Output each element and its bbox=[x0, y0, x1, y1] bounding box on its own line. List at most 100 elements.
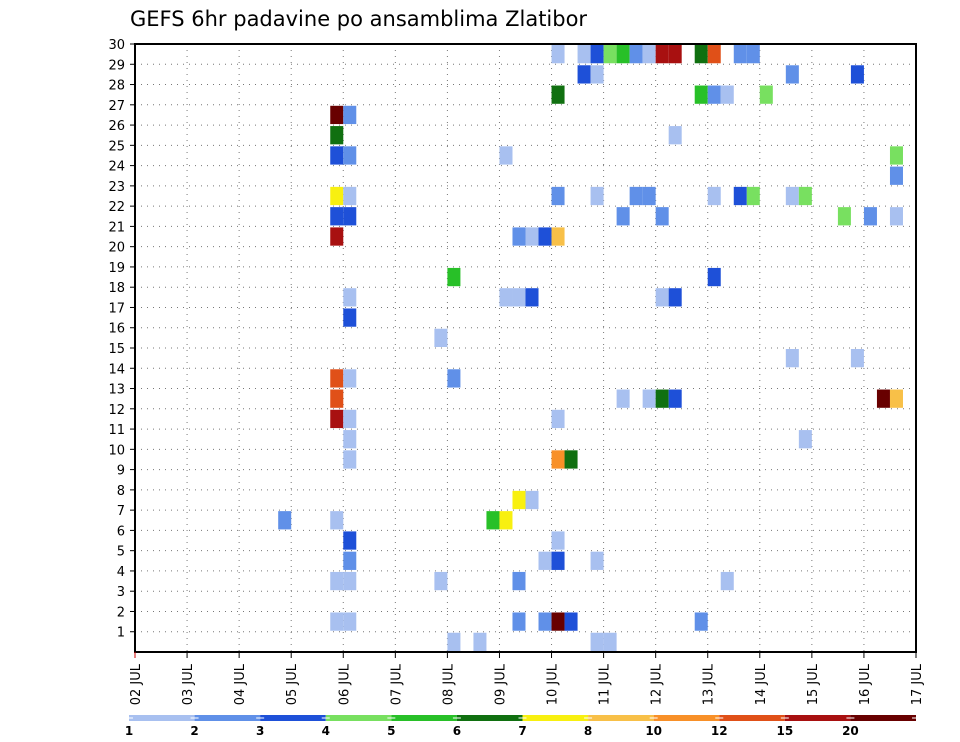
y-tick-label: 24 bbox=[108, 160, 125, 175]
heatmap-cell bbox=[447, 267, 461, 287]
heatmap-cell bbox=[655, 207, 669, 226]
heatmap-cell bbox=[343, 450, 357, 469]
heatmap-cell bbox=[785, 186, 799, 206]
colorbar-label: 5 bbox=[387, 724, 395, 738]
y-tick-label: 18 bbox=[108, 281, 125, 296]
x-tick-label: 16 JUL bbox=[858, 663, 873, 705]
heatmap-cell bbox=[343, 531, 357, 550]
colorbar-label: 6 bbox=[453, 724, 461, 738]
x-tick-label: 04 JUL bbox=[233, 663, 248, 705]
heatmap-cell bbox=[564, 450, 578, 469]
y-tick-label: 15 bbox=[108, 342, 125, 357]
heatmap-cell bbox=[707, 186, 721, 206]
colorbar-swatch bbox=[588, 715, 654, 721]
heatmap-cell bbox=[642, 389, 656, 408]
x-tick-label: 13 JUL bbox=[702, 663, 717, 705]
heatmap-cell bbox=[642, 45, 656, 64]
heatmap-cell bbox=[603, 45, 617, 64]
y-tick-label: 5 bbox=[117, 545, 125, 560]
heatmap-cell bbox=[330, 227, 344, 246]
heatmap-cell bbox=[343, 207, 357, 226]
heatmap-cell bbox=[577, 45, 591, 64]
heatmap-cell bbox=[434, 571, 448, 591]
x-tick-label: 11 JUL bbox=[598, 663, 613, 705]
heatmap-cell bbox=[538, 227, 552, 246]
heatmap-cell bbox=[759, 85, 773, 104]
heatmap-cell bbox=[733, 186, 747, 206]
heatmap-cell bbox=[538, 612, 552, 631]
heatmap-cell bbox=[551, 45, 565, 64]
heatmap-cell bbox=[512, 490, 526, 510]
colorbar-swatch bbox=[850, 715, 916, 721]
heatmap-cell bbox=[278, 511, 292, 530]
heatmap-cell bbox=[707, 45, 721, 64]
colorbar-swatch bbox=[260, 715, 326, 721]
heatmap-cell bbox=[434, 328, 448, 347]
y-axis-ticks: 1234567891011121314151617181920212223242… bbox=[108, 38, 135, 641]
heatmap-cell bbox=[694, 45, 708, 64]
heatmap-cell bbox=[343, 612, 357, 631]
heatmap-cell bbox=[551, 531, 565, 550]
heatmap-cell bbox=[616, 207, 630, 226]
x-tick-label: 05 JUL bbox=[285, 663, 300, 705]
heatmap-cell bbox=[889, 207, 903, 226]
heatmap-cell bbox=[746, 186, 760, 206]
colorbar: 1 2 3 4 5 6 7 8 10 12 15 20 bbox=[125, 715, 920, 738]
heatmap-cell bbox=[447, 632, 461, 651]
heatmap-cell bbox=[590, 632, 604, 651]
colorbar-swatch bbox=[391, 715, 457, 721]
heatmap-cell bbox=[746, 45, 760, 64]
heatmap-cell bbox=[798, 186, 812, 206]
heatmap-cell bbox=[330, 207, 344, 226]
y-tick-label: 22 bbox=[108, 200, 125, 215]
heatmap-cell bbox=[499, 511, 513, 530]
colorbar-label: 8 bbox=[584, 724, 592, 738]
heatmap-cell bbox=[590, 551, 604, 570]
colorbar-label: 15 bbox=[776, 724, 793, 738]
y-tick-label: 11 bbox=[108, 423, 125, 438]
heatmap-cell bbox=[525, 227, 539, 246]
colorbar-label: 2 bbox=[190, 724, 198, 738]
heatmap-cell bbox=[603, 632, 617, 651]
heatmap-cell bbox=[876, 389, 890, 408]
heatmap-cell bbox=[525, 490, 539, 510]
heatmap-cell bbox=[330, 186, 344, 206]
y-tick-label: 4 bbox=[117, 565, 125, 580]
heatmap-cell bbox=[850, 349, 864, 368]
heatmap-cell bbox=[668, 45, 682, 64]
heatmap-cell bbox=[343, 409, 357, 429]
y-tick-label: 29 bbox=[108, 58, 125, 73]
heatmap-cell bbox=[551, 409, 565, 429]
heatmap-cell bbox=[720, 85, 734, 104]
heatmap-cell bbox=[616, 45, 630, 64]
heatmap-cell bbox=[330, 146, 344, 165]
y-tick-label: 17 bbox=[108, 301, 125, 316]
colorbar-swatch bbox=[325, 715, 392, 721]
colorbar-swatch bbox=[719, 715, 785, 721]
heatmap-cell bbox=[538, 551, 552, 570]
y-tick-label: 20 bbox=[108, 241, 125, 256]
heatmap-cell bbox=[343, 146, 357, 165]
heatmap-cell bbox=[655, 288, 669, 307]
heatmap-cell bbox=[473, 632, 487, 651]
heatmap-cell bbox=[343, 551, 357, 570]
heatmap-cell bbox=[889, 146, 903, 165]
y-tick-label: 8 bbox=[117, 484, 125, 499]
heatmap-cell bbox=[642, 186, 656, 206]
colorbar-swatch bbox=[129, 715, 195, 721]
heatmap-cell bbox=[343, 308, 357, 327]
y-tick-label: 3 bbox=[117, 585, 125, 600]
heatmap-cell bbox=[499, 146, 513, 165]
heatmap-cell bbox=[343, 430, 357, 449]
y-tick-label: 10 bbox=[108, 443, 125, 458]
heatmap-cell bbox=[564, 612, 578, 631]
heatmap-cell bbox=[668, 389, 682, 408]
heatmap-cell bbox=[330, 571, 344, 591]
y-tick-label: 13 bbox=[108, 383, 125, 398]
heatmap-cell bbox=[837, 207, 851, 226]
heatmap-cell bbox=[707, 85, 721, 104]
colorbar-label: 1 bbox=[125, 724, 133, 738]
heatmap-cell bbox=[889, 166, 903, 185]
heatmap-cell bbox=[694, 85, 708, 104]
